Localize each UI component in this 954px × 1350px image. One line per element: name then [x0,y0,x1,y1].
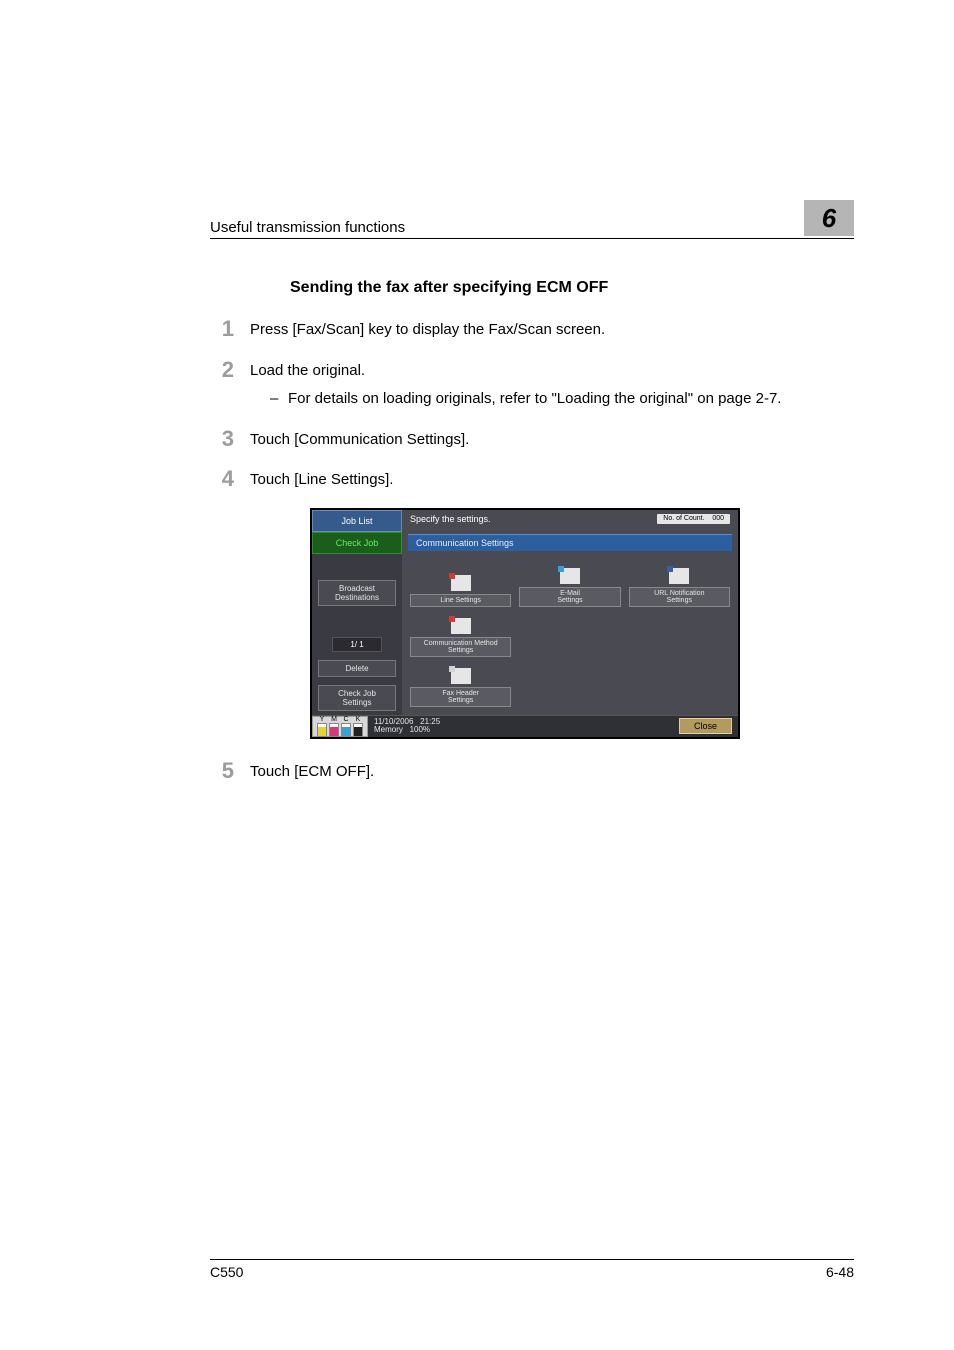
settings-grid: Line Settings E-Mail Settings URL Notifi… [410,565,730,707]
left-panel: Job List Check Job Broadcast Destination… [312,510,402,715]
communication-method-icon [451,618,471,634]
step-text: Press [Fax/Scan] key to display the Fax/… [250,317,854,342]
page-footer: C550 6-48 [210,1259,854,1280]
communication-settings-title-bar: Communication Settings [408,534,732,551]
screenshot-footer: YMCK 11/10/2006 21:25 Memory 100% Close [312,715,738,737]
step-2: 2 Load the original. – For details on lo… [210,358,854,411]
close-button[interactable]: Close [679,718,732,734]
chapter-number-badge: 6 [804,200,854,236]
step-text: Touch [Line Settings]. [250,467,854,492]
datetime-memory: 11/10/2006 21:25 Memory 100% [368,716,446,737]
sub-item-text: For details on loading originals, refer … [288,388,781,411]
step-number: 5 [210,759,250,784]
fax-header-button[interactable]: Fax Header Settings [410,687,511,707]
step-number: 1 [210,317,250,342]
dash-bullet: – [270,388,288,411]
page-number: 6-48 [826,1264,854,1280]
step-4: 4 Touch [Line Settings]. [210,467,854,492]
communication-method-button[interactable]: Communication Method Settings [410,637,511,657]
header-title: Useful transmission functions [210,219,405,236]
step-number: 3 [210,427,250,452]
line-settings-button[interactable]: Line Settings [410,594,511,607]
tab-job-list[interactable]: Job List [312,510,402,532]
email-settings-button[interactable]: E-Mail Settings [519,587,620,607]
section-title: Sending the fax after specifying ECM OFF [290,279,854,297]
line-settings-icon [451,575,471,591]
step-number: 4 [210,467,250,492]
model-label: C550 [210,1264,243,1280]
step-sub-item: – For details on loading originals, refe… [270,388,854,411]
url-notification-button[interactable]: URL Notification Settings [629,587,730,607]
email-settings-icon [560,568,580,584]
check-job-settings-button[interactable]: Check Job Settings [318,685,396,711]
step-text: Touch [Communication Settings]. [250,427,854,452]
delete-button[interactable]: Delete [318,660,396,677]
status-message-bar: Specify the settings. No. of Count. 000 [402,510,738,528]
tab-check-job[interactable]: Check Job [312,532,402,554]
status-message: Specify the settings. [410,514,491,524]
step-number: 2 [210,358,250,411]
url-notification-icon [669,568,689,584]
printer-ui-screenshot: Job List Check Job Broadcast Destination… [310,508,740,739]
fax-header-icon [451,668,471,684]
step-text: Load the original. [250,360,854,383]
page-indicator: 1/ 1 [332,637,382,652]
step-3: 3 Touch [Communication Settings]. [210,427,854,452]
toner-levels: YMCK [312,716,368,737]
step-1: 1 Press [Fax/Scan] key to display the Fa… [210,317,854,342]
step-text: Touch [ECM OFF]. [250,759,854,784]
broadcast-destinations-button[interactable]: Broadcast Destinations [318,580,396,606]
sheet-counter-chip: No. of Count. 000 [657,514,730,524]
step-5: 5 Touch [ECM OFF]. [210,759,854,784]
page-header: Useful transmission functions 6 [210,200,854,239]
